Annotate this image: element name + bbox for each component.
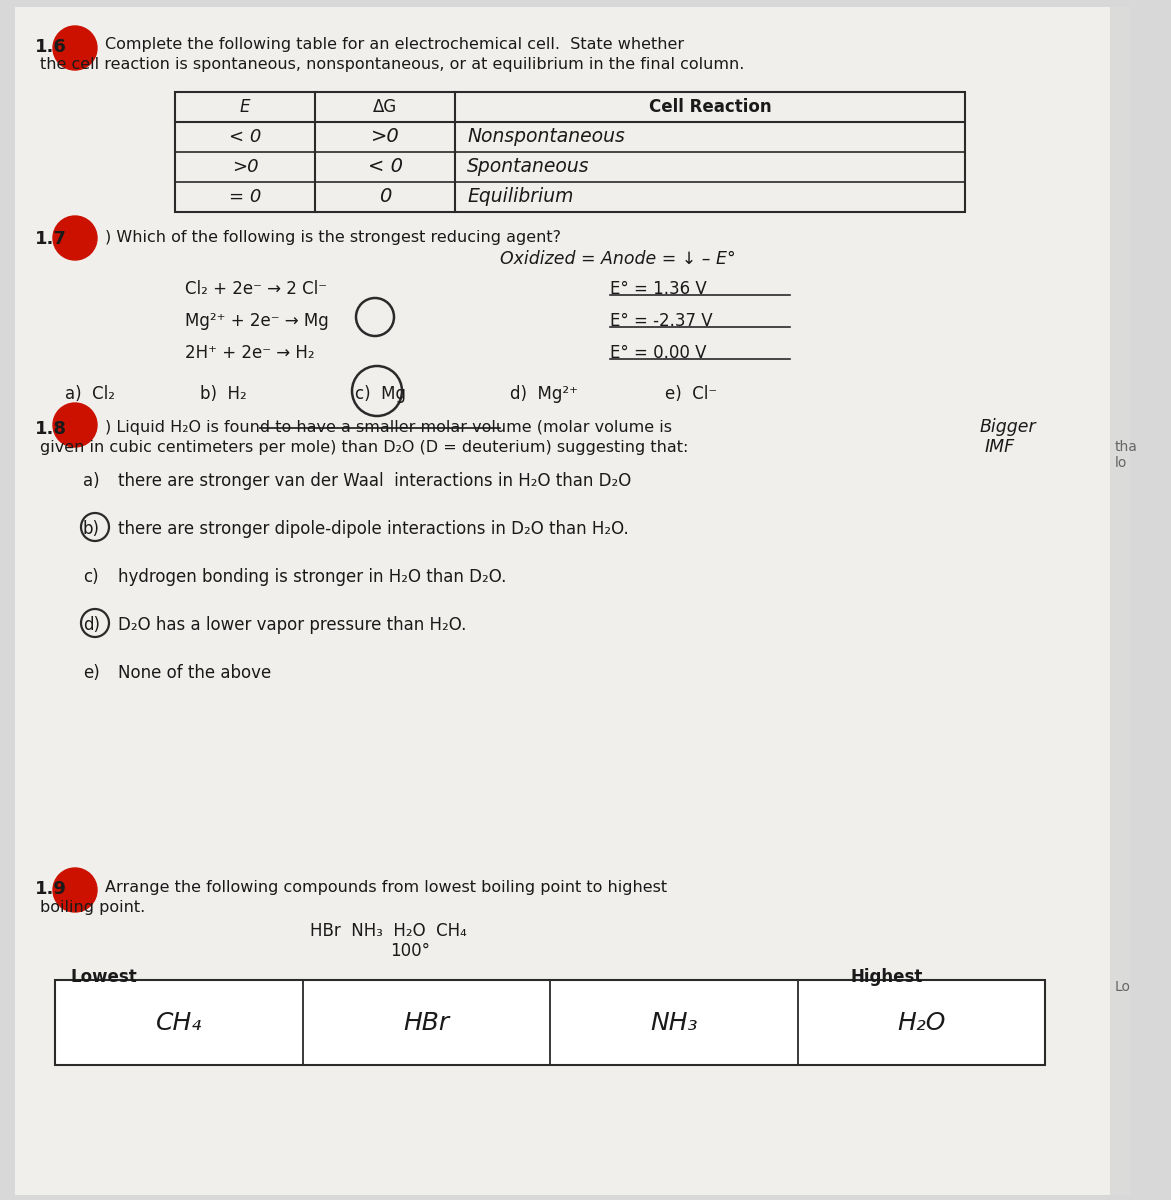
Text: H₂O: H₂O — [897, 1010, 945, 1034]
Text: 100°: 100° — [390, 942, 430, 960]
Text: IMF: IMF — [985, 438, 1015, 456]
Text: HBr  NH₃  H₂O  CH₄: HBr NH₃ H₂O CH₄ — [310, 922, 467, 940]
Text: Highest: Highest — [850, 968, 923, 986]
Text: HBr: HBr — [403, 1010, 450, 1034]
Circle shape — [53, 868, 97, 912]
Circle shape — [53, 216, 97, 260]
Text: a): a) — [83, 472, 100, 490]
Text: there are stronger van der Waal  interactions in H₂O than D₂O: there are stronger van der Waal interact… — [118, 472, 631, 490]
Text: Oxidized = Anode = ↓ – E°: Oxidized = Anode = ↓ – E° — [500, 250, 735, 268]
Text: Cell Reaction: Cell Reaction — [649, 98, 772, 116]
Text: ) Which of the following is the strongest reducing agent?: ) Which of the following is the stronges… — [105, 230, 561, 245]
Text: 1.8: 1.8 — [35, 420, 67, 438]
Text: CH₄: CH₄ — [156, 1010, 201, 1034]
Text: e): e) — [83, 664, 100, 682]
Text: 1.6: 1.6 — [35, 38, 67, 56]
Text: lo: lo — [1115, 456, 1128, 470]
Text: E° = 1.36 V: E° = 1.36 V — [610, 280, 707, 298]
Text: b)  H₂: b) H₂ — [200, 385, 247, 403]
Text: Mg²⁺ + 2e⁻ → Mg: Mg²⁺ + 2e⁻ → Mg — [185, 312, 329, 330]
Text: >0: >0 — [371, 127, 399, 146]
Text: NH₃: NH₃ — [650, 1010, 698, 1034]
Text: b): b) — [83, 520, 100, 538]
Text: Spontaneous: Spontaneous — [467, 157, 589, 176]
Text: ΔG: ΔG — [372, 98, 397, 116]
Text: < 0: < 0 — [368, 157, 403, 176]
Text: given in cubic centimeters per mole) than D₂O (D = deuterium) suggesting that:: given in cubic centimeters per mole) tha… — [40, 440, 689, 455]
Text: = 0: = 0 — [228, 188, 261, 206]
Text: Bigger: Bigger — [980, 418, 1036, 436]
Text: >0: >0 — [232, 158, 259, 176]
Text: e)  Cl⁻: e) Cl⁻ — [665, 385, 717, 403]
Text: 2H⁺ + 2e⁻ → H₂: 2H⁺ + 2e⁻ → H₂ — [185, 344, 315, 362]
Text: 0: 0 — [378, 187, 391, 206]
Circle shape — [53, 403, 97, 446]
Text: the cell reaction is spontaneous, nonspontaneous, or at equilibrium in the final: the cell reaction is spontaneous, nonspo… — [40, 56, 745, 72]
Text: Complete the following table for an electrochemical cell.  State whether: Complete the following table for an elec… — [105, 37, 684, 52]
Text: d): d) — [83, 616, 100, 634]
Text: E° = -2.37 V: E° = -2.37 V — [610, 312, 713, 330]
Text: ) Liquid H₂O is found to have a smaller molar volume (molar volume is: ) Liquid H₂O is found to have a smaller … — [105, 420, 672, 434]
Text: Equilibrium: Equilibrium — [467, 187, 574, 206]
Text: Nonspontaneous: Nonspontaneous — [467, 127, 625, 146]
Text: 1.9: 1.9 — [35, 880, 67, 898]
Text: Lowest: Lowest — [70, 968, 137, 986]
Text: c)  Mg: c) Mg — [355, 385, 406, 403]
Text: a)  Cl₂: a) Cl₂ — [66, 385, 115, 403]
Text: 1.7: 1.7 — [35, 230, 67, 248]
Text: D₂O has a lower vapor pressure than H₂O.: D₂O has a lower vapor pressure than H₂O. — [118, 616, 466, 634]
Text: there are stronger dipole-dipole interactions in D₂O than H₂O.: there are stronger dipole-dipole interac… — [118, 520, 629, 538]
Text: hydrogen bonding is stronger in H₂O than D₂O.: hydrogen bonding is stronger in H₂O than… — [118, 568, 506, 586]
Text: < 0: < 0 — [228, 128, 261, 146]
Text: Lo: Lo — [1115, 980, 1131, 994]
Bar — [1110, 7, 1130, 1195]
Text: Arrange the following compounds from lowest boiling point to highest: Arrange the following compounds from low… — [105, 880, 667, 895]
Text: Cl₂ + 2e⁻ → 2 Cl⁻: Cl₂ + 2e⁻ → 2 Cl⁻ — [185, 280, 327, 298]
Text: E: E — [240, 98, 251, 116]
Text: boiling point.: boiling point. — [40, 900, 145, 914]
Text: c): c) — [83, 568, 98, 586]
Circle shape — [53, 26, 97, 70]
Text: E° = 0.00 V: E° = 0.00 V — [610, 344, 706, 362]
Text: d)  Mg²⁺: d) Mg²⁺ — [511, 385, 578, 403]
Text: None of the above: None of the above — [118, 664, 272, 682]
Bar — [55, 980, 1045, 1066]
Bar — [174, 92, 965, 212]
Text: tha: tha — [1115, 440, 1138, 454]
